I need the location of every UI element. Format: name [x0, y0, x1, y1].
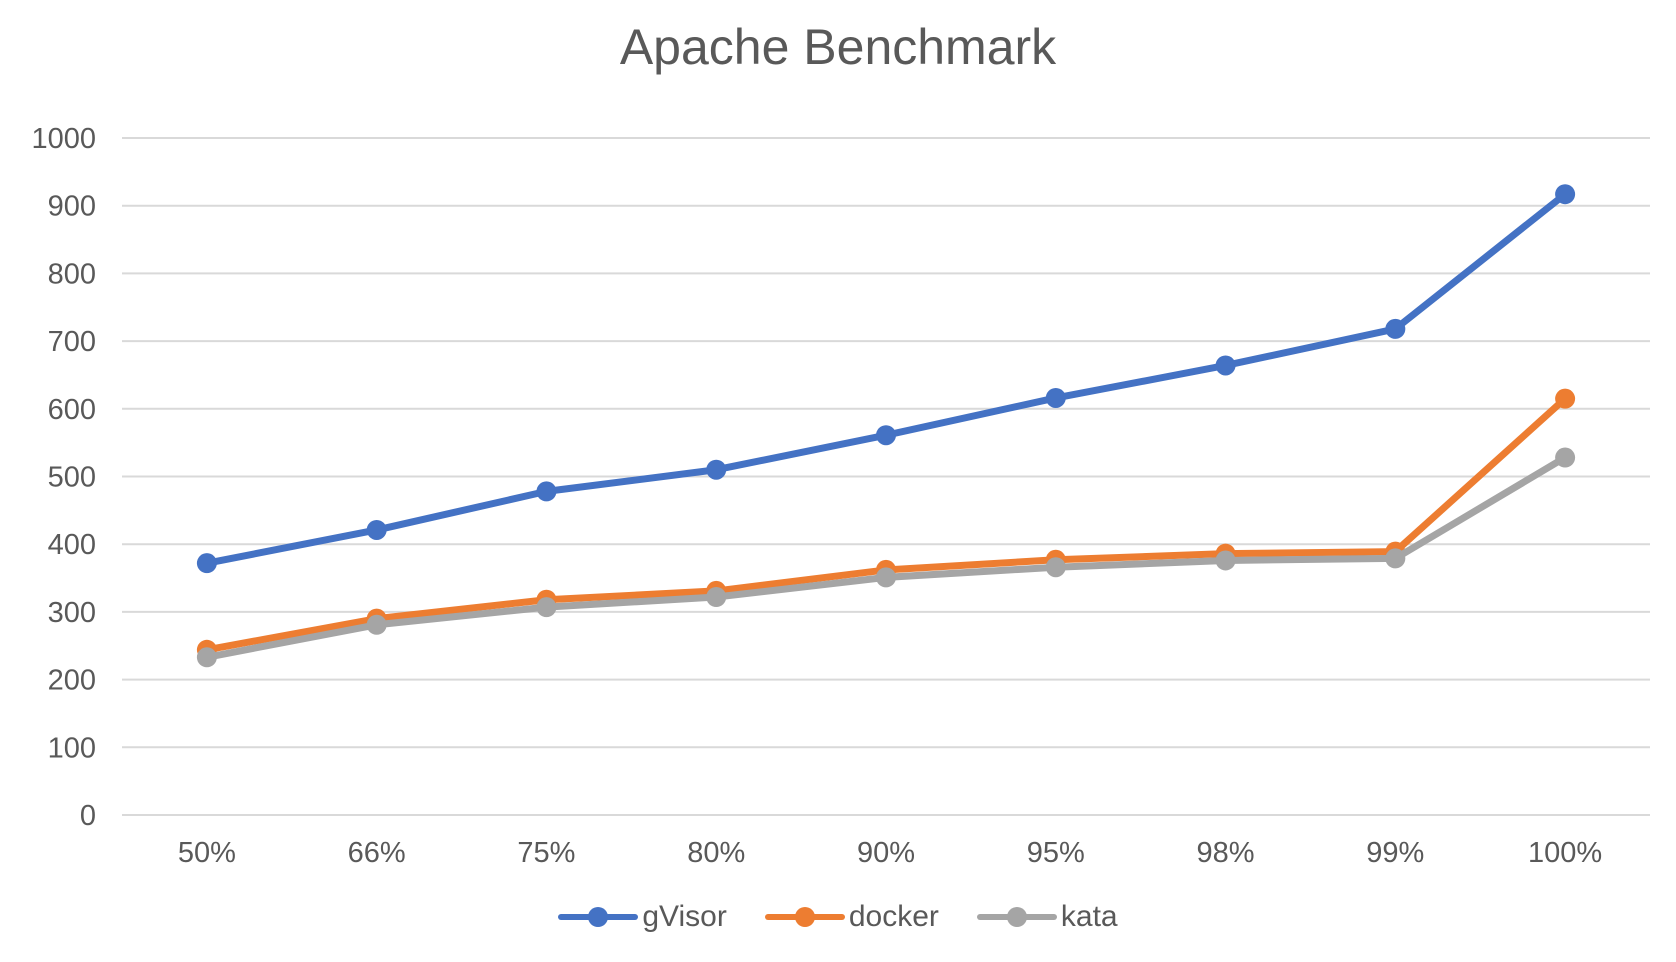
- y-tick-label: 600: [48, 394, 96, 426]
- y-tick-label: 900: [48, 191, 96, 223]
- data-point-kata[interactable]: [196, 647, 217, 668]
- y-tick-label: 500: [48, 462, 96, 494]
- data-point-gvisor[interactable]: [876, 425, 896, 446]
- x-tick-label: 98%: [1197, 837, 1255, 869]
- x-tick-label: 90%: [857, 837, 915, 869]
- legend-marker-gvisor: [558, 907, 639, 927]
- y-axis-ticks: 0 100 200 300 400 500 600 700 800 900 1000: [31, 123, 96, 832]
- data-point-gvisor[interactable]: [1385, 318, 1406, 339]
- chart-title: Apache Benchmark: [619, 19, 1057, 75]
- x-tick-label: 75%: [517, 837, 575, 869]
- series-line-kata: [203, 454, 1569, 661]
- data-point-gvisor[interactable]: [706, 459, 727, 480]
- legend-label-docker: docker: [848, 900, 939, 933]
- legend-label-kata: kata: [1060, 900, 1118, 933]
- legend: gVisor docker kata: [0, 900, 1676, 934]
- data-point-kata[interactable]: [1215, 550, 1236, 571]
- y-tick-label: 0: [80, 800, 96, 832]
- legend-marker-docker: [764, 907, 845, 927]
- data-point-kata[interactable]: [536, 597, 557, 618]
- legend-item-docker[interactable]: docker: [764, 900, 939, 934]
- y-tick-label: 1000: [31, 123, 96, 155]
- y-tick-label: 800: [48, 258, 96, 290]
- legend-label-gvisor: gVisor: [642, 900, 727, 933]
- data-point-gvisor[interactable]: [196, 553, 217, 574]
- series-line-gvisor: [203, 190, 1569, 567]
- data-point-kata[interactable]: [1045, 557, 1066, 578]
- y-tick-label: 400: [48, 529, 96, 561]
- legend-item-kata[interactable]: kata: [976, 900, 1118, 934]
- data-point-gvisor[interactable]: [536, 481, 557, 502]
- legend-marker-kata: [976, 907, 1057, 927]
- x-axis-ticks: 50% 66% 75% 80% 90% 95% 98% 99% 100%: [178, 837, 1602, 869]
- y-tick-label: 700: [48, 326, 96, 358]
- x-tick-label: 100%: [1528, 837, 1602, 869]
- data-point-kata[interactable]: [1385, 548, 1406, 569]
- x-tick-label: 95%: [1027, 837, 1085, 869]
- y-tick-label: 300: [48, 597, 96, 629]
- data-point-kata[interactable]: [876, 567, 896, 588]
- y-tick-label: 100: [48, 732, 96, 764]
- x-tick-label: 80%: [687, 837, 745, 869]
- legend-item-gvisor[interactable]: gVisor: [558, 900, 727, 934]
- series-gvisor: [196, 184, 1576, 574]
- series-kata: [196, 447, 1576, 668]
- data-point-gvisor[interactable]: [366, 519, 387, 540]
- y-tick-label: 200: [48, 665, 96, 697]
- x-tick-label: 99%: [1366, 837, 1424, 869]
- x-tick-label: 66%: [348, 837, 406, 869]
- data-point-kata[interactable]: [366, 614, 387, 635]
- data-point-gvisor[interactable]: [1215, 355, 1236, 376]
- gridlines: [122, 137, 1650, 816]
- x-tick-label: 50%: [178, 837, 236, 869]
- data-point-gvisor[interactable]: [1555, 184, 1576, 205]
- data-point-kata[interactable]: [706, 587, 727, 608]
- series-lines: [196, 184, 1576, 668]
- data-point-kata[interactable]: [1555, 447, 1576, 468]
- data-point-docker[interactable]: [1555, 388, 1576, 409]
- data-point-gvisor[interactable]: [1045, 387, 1066, 408]
